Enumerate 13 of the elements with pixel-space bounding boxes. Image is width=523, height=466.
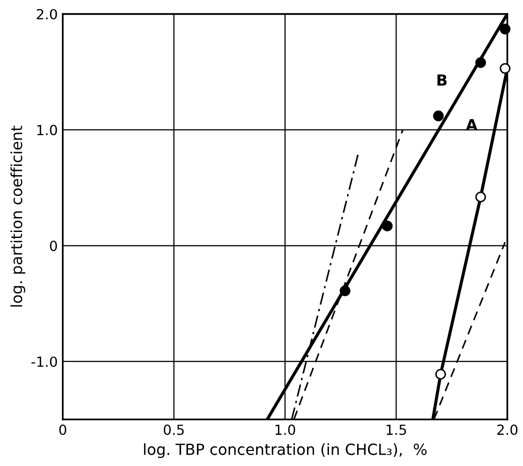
y-tick-label: 1.0 [37, 124, 57, 136]
x-tick-label: 1.0 [276, 424, 296, 436]
y-tick-label: 0 [50, 240, 57, 252]
x-tick-label: 2.0 [497, 424, 518, 436]
x-axis-title: log. TBP concentration (in CHCL₃), % [144, 443, 427, 458]
y-tick-label: 2.0 [36, 8, 57, 20]
x-tick-label: 0 [59, 424, 66, 436]
y-tick-label: -1.0 [31, 356, 57, 367]
series-label: A [466, 119, 478, 130]
y-axis-title: log. partition coefficient [10, 126, 26, 307]
series-label: B [437, 74, 447, 86]
x-tick-label: 1.5 [386, 424, 406, 436]
x-tick-label: 0.5 [164, 424, 184, 436]
